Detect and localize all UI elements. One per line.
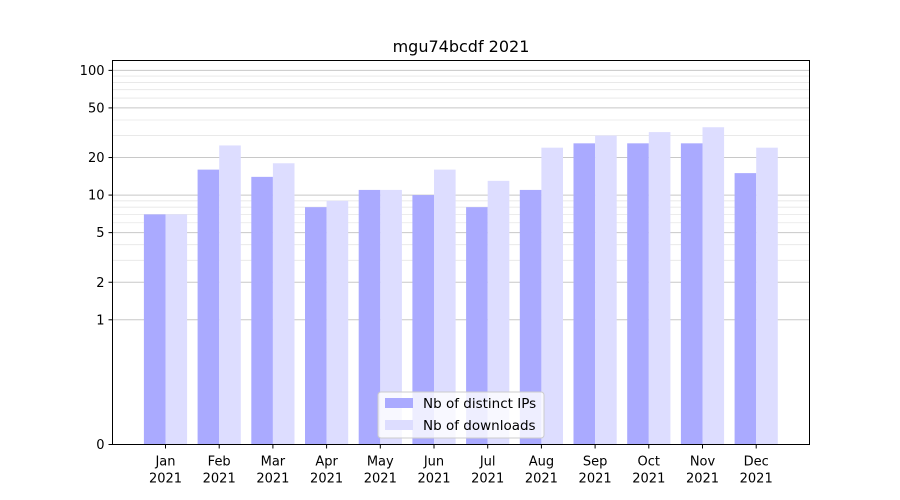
bar-downloads-feb bbox=[219, 145, 241, 445]
bar-distinct-ips-jan bbox=[143, 214, 166, 445]
y-tick-label: 50 bbox=[88, 101, 105, 116]
y-tick-label: 0 bbox=[96, 438, 104, 453]
bar-distinct-ips-nov bbox=[680, 143, 703, 445]
bar-distinct-ips-feb bbox=[197, 169, 220, 445]
x-tick-label-month: Feb bbox=[208, 455, 231, 470]
legend: Nb of distinct IPs Nb of downloads bbox=[377, 391, 545, 439]
x-tick-label-year: 2021 bbox=[686, 472, 719, 487]
y-tick-label: 1 bbox=[96, 313, 104, 328]
x-tick-label-month: Sep bbox=[583, 455, 608, 470]
x-tick-label-year: 2021 bbox=[740, 472, 773, 487]
x-tick-label-month: Jun bbox=[423, 455, 444, 470]
bar-downloads-sep bbox=[595, 135, 617, 445]
x-tick-label-month: Jul bbox=[479, 455, 496, 470]
bar-distinct-ips-dec bbox=[734, 173, 757, 445]
y-tick-label: 10 bbox=[88, 189, 105, 204]
x-tick-label-month: Dec bbox=[744, 455, 769, 470]
bar-distinct-ips-mar bbox=[251, 176, 273, 445]
bar-downloads-aug bbox=[541, 147, 563, 445]
x-tick-label-month: Oct bbox=[638, 455, 660, 470]
chart-title: mgu74bcdf 2021 bbox=[393, 37, 530, 56]
x-axis: Jan 2021 Feb 2021 Mar 2021 Apr 2021 May 2021 Jun 20… bbox=[149, 444, 773, 487]
legend-box bbox=[377, 391, 545, 439]
x-tick-label-year: 2021 bbox=[364, 472, 397, 487]
bar-downloads-jun bbox=[434, 169, 456, 445]
x-tick-label-year: 2021 bbox=[310, 472, 343, 487]
y-axis: 0 1 2 5 10 20 50 100 bbox=[80, 64, 113, 453]
bar-distinct-ips-aug bbox=[519, 189, 542, 445]
x-tick-label-month: Mar bbox=[261, 455, 286, 470]
bar-distinct-ips-jul bbox=[466, 207, 488, 445]
bar-distinct-ips-may bbox=[358, 189, 381, 445]
bar-downloads-may bbox=[380, 189, 402, 445]
bar-distinct-ips-oct bbox=[627, 143, 649, 445]
bar-downloads-oct bbox=[648, 132, 671, 445]
legend-label-downloads: Nb of downloads bbox=[423, 418, 536, 434]
bar-downloads-dec bbox=[756, 147, 778, 445]
x-tick-label-year: 2021 bbox=[471, 472, 504, 487]
x-tick-label-year: 2021 bbox=[256, 472, 289, 487]
x-tick-label-year: 2021 bbox=[525, 472, 558, 487]
x-tick-label-year: 2021 bbox=[417, 472, 450, 487]
y-tick-label: 20 bbox=[88, 151, 105, 166]
bar-distinct-ips-sep bbox=[573, 143, 596, 445]
bars bbox=[143, 127, 778, 445]
y-tick-label: 100 bbox=[80, 64, 105, 79]
x-tick-label-month: May bbox=[367, 455, 394, 470]
legend-swatch-downloads bbox=[385, 420, 413, 430]
bar-downloads-mar bbox=[272, 163, 295, 445]
x-tick-label-year: 2021 bbox=[632, 472, 665, 487]
x-tick-label-month: Jan bbox=[154, 455, 175, 470]
x-tick-label-year: 2021 bbox=[149, 472, 182, 487]
legend-swatch-distinct-ips bbox=[385, 398, 413, 408]
bar-downloads-jan bbox=[165, 214, 188, 445]
x-tick-label-year: 2021 bbox=[579, 472, 612, 487]
plot-frame bbox=[112, 60, 810, 445]
bar-downloads-nov bbox=[702, 127, 725, 445]
y-tick-label: 5 bbox=[96, 226, 104, 241]
bar-distinct-ips-jun bbox=[412, 195, 434, 445]
legend-label-distinct-ips: Nb of distinct IPs bbox=[423, 396, 536, 412]
bar-downloads-jul bbox=[487, 180, 510, 445]
x-tick-label-month: Apr bbox=[315, 455, 338, 470]
bar-distinct-ips-apr bbox=[305, 207, 327, 445]
x-tick-label-month: Aug bbox=[529, 455, 554, 470]
x-tick-label-year: 2021 bbox=[203, 472, 236, 487]
y-tick-label: 2 bbox=[96, 276, 104, 291]
bar-downloads-apr bbox=[326, 200, 349, 445]
x-tick-label-month: Nov bbox=[690, 455, 716, 470]
